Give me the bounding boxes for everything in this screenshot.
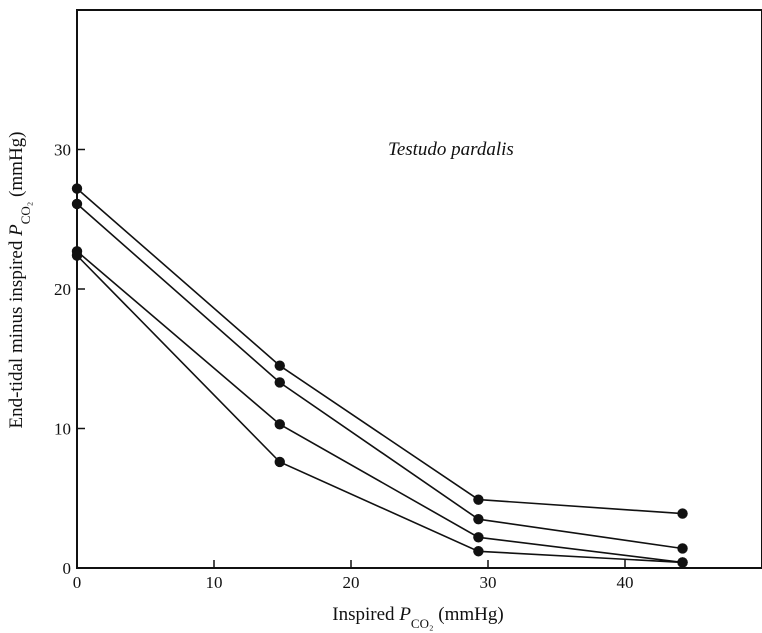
data-point: [71, 198, 83, 210]
y-tick-label: 20: [54, 280, 71, 299]
x-tick-label: 40: [617, 573, 634, 592]
x-axis-title-suffix: (mmHg): [434, 604, 504, 625]
data-point: [71, 250, 83, 261]
y-axis-title-var: P: [6, 224, 27, 237]
data-point: [677, 557, 688, 568]
y-tick-label: 0: [63, 559, 72, 578]
data-point: [677, 543, 688, 554]
series-line-4: [76, 254, 683, 564]
x-axis-title-sub: CO₂: [411, 616, 434, 631]
x-tick-label: 20: [343, 573, 360, 592]
y-axis-title-sub: CO₂: [18, 202, 33, 225]
data-point: [473, 494, 484, 505]
x-axis-title: Inspired PCO₂ (mmHg): [332, 604, 503, 631]
x-axis-title-prefix: Inspired: [332, 604, 399, 625]
x-axis-title-var: P: [398, 604, 411, 625]
x-tick-label: 30: [480, 573, 497, 592]
y-tick-label: 10: [54, 420, 71, 439]
data-point: [473, 546, 484, 557]
data-point: [677, 508, 688, 519]
data-point: [274, 456, 285, 468]
x-tick-label: 10: [206, 573, 223, 592]
data-point: [473, 532, 484, 543]
annotation-label: Testudo pardalis: [388, 139, 514, 160]
series-line-1: [76, 187, 683, 515]
series-line-3: [76, 250, 683, 564]
data-point: [71, 183, 83, 194]
series-group: [71, 183, 688, 568]
y-axis-title-prefix: End-tidal minus inspired: [6, 236, 27, 429]
data-point: [274, 360, 285, 371]
y-axis-title: End-tidal minus inspired PCO₂ (mmHg): [6, 131, 33, 428]
x-tick-label: 0: [73, 573, 82, 592]
data-point: [473, 513, 484, 525]
series-line-2: [76, 203, 683, 550]
data-point: [274, 377, 285, 388]
y-axis-title-suffix: (mmHg): [6, 131, 27, 201]
ticks: 0 10 20 30 40 0 10 20 30: [54, 141, 634, 593]
plot-frame: [76, 9, 762, 569]
data-point: [274, 419, 285, 430]
y-tick-label: 30: [54, 141, 71, 160]
